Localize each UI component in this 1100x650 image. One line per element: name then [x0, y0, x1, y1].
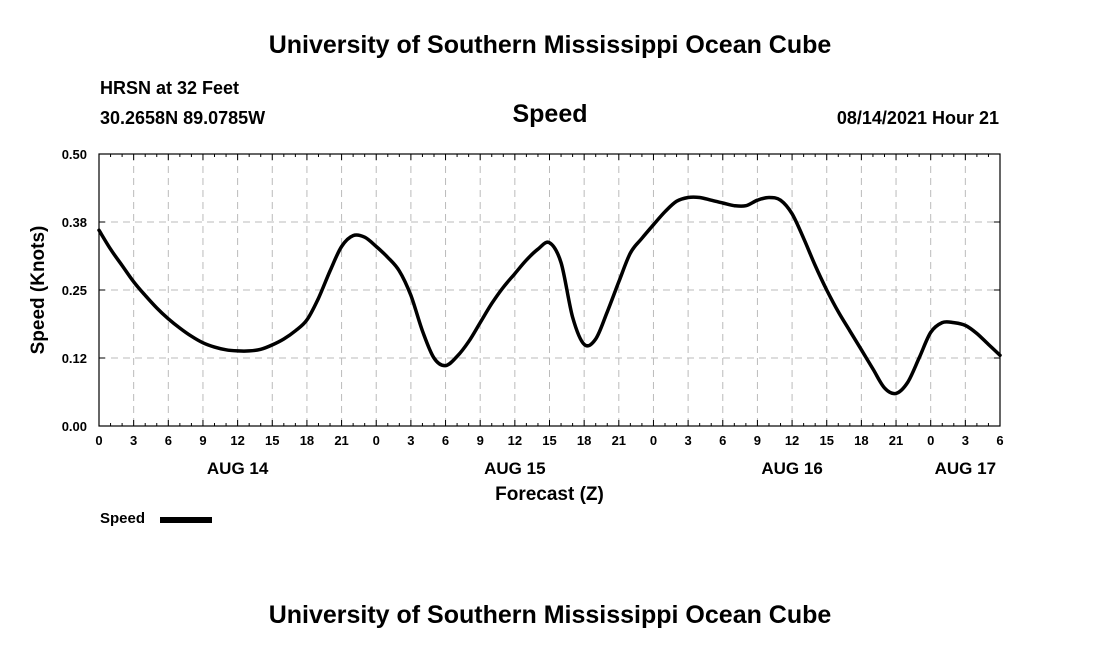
y-tick-label: 0.25 — [62, 283, 87, 298]
x-tick-label: 21 — [889, 433, 903, 448]
y-tick-label: 0.00 — [62, 419, 87, 434]
bottom-title: University of Southern Mississippi Ocean… — [268, 601, 832, 629]
station-coordinates: 30.2658N 89.0785W — [100, 108, 266, 128]
station-label: HRSN at 32 Feet — [100, 78, 240, 98]
x-tick-label: 18 — [854, 433, 868, 448]
chart-title: Speed — [512, 100, 588, 128]
x-tick-label: 9 — [477, 433, 484, 448]
x-tick-label: 0 — [927, 433, 934, 448]
forecast-datetime: 08/14/2021 Hour 21 — [836, 108, 999, 128]
x-tick-label: 12 — [230, 433, 244, 448]
date-label: AUG 16 — [761, 459, 822, 478]
x-tick-label: 9 — [754, 433, 761, 448]
x-tick-label: 3 — [684, 433, 691, 448]
y-axis-label: Speed (Knots) — [28, 226, 49, 355]
y-tick-label: 0.12 — [62, 351, 87, 366]
legend-label: Speed — [100, 510, 146, 527]
x-tick-label: 6 — [996, 433, 1003, 448]
x-tick-label: 0 — [95, 433, 102, 448]
x-tick-label: 18 — [300, 433, 314, 448]
x-tick-label: 12 — [785, 433, 799, 448]
x-tick-label: 15 — [542, 433, 556, 448]
x-tick-label: 15 — [265, 433, 279, 448]
x-axis-label: Forecast (Z) — [495, 484, 604, 505]
date-label: AUG 15 — [484, 459, 545, 478]
x-tick-label: 12 — [508, 433, 522, 448]
x-tick-label: 9 — [199, 433, 206, 448]
x-tick-label: 6 — [719, 433, 726, 448]
x-tick-label: 3 — [130, 433, 137, 448]
x-tick-label: 15 — [819, 433, 833, 448]
x-tick-label: 3 — [407, 433, 414, 448]
x-tick-label: 6 — [442, 433, 449, 448]
date-label: AUG 14 — [207, 459, 269, 478]
x-tick-label: 6 — [165, 433, 172, 448]
date-label: AUG 17 — [935, 459, 996, 478]
x-tick-label: 21 — [334, 433, 348, 448]
y-tick-label: 0.38 — [62, 215, 87, 230]
legend-line-swatch — [160, 517, 212, 523]
series-line-speed — [97, 195, 1002, 396]
y-tick-label: 0.50 — [62, 147, 87, 162]
x-tick-label: 18 — [577, 433, 591, 448]
x-tick-label: 21 — [612, 433, 626, 448]
x-tick-label: 3 — [962, 433, 969, 448]
top-title: University of Southern Mississippi Ocean… — [268, 31, 832, 59]
x-tick-label: 0 — [373, 433, 380, 448]
x-tick-label: 0 — [650, 433, 657, 448]
